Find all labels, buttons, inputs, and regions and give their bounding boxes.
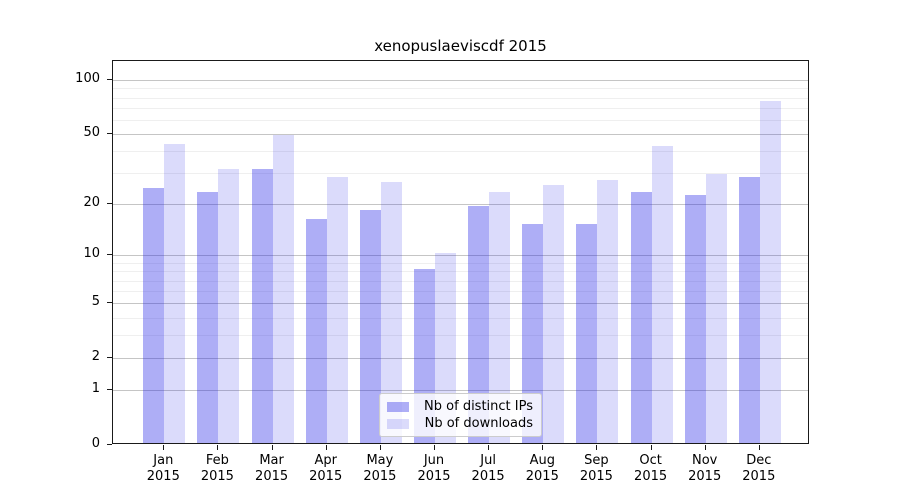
x-tick-label: Jan 2015 [146, 453, 180, 484]
chart-title: xenopuslaeviscdf 2015 [374, 37, 547, 55]
x-tick-label: Sep 2015 [579, 453, 613, 484]
gridline-minor [113, 280, 808, 282]
x-tick-mark [163, 445, 165, 450]
x-tick-label: Jun 2015 [417, 453, 451, 484]
gridline-minor [113, 262, 808, 264]
legend-entry-downloads: Nb of downloads [387, 415, 533, 432]
y-tick-label: 2 [91, 349, 100, 365]
x-tick-mark [704, 445, 706, 450]
bar-distinct-ips [522, 223, 544, 443]
y-tick-label: 50 [83, 125, 100, 141]
y-tick-mark [107, 444, 112, 445]
x-tick-mark [379, 445, 381, 450]
legend: Nb of distinct IPs Nb of downloads [379, 393, 542, 437]
y-tick-label: 0 [91, 436, 100, 451]
gridline-minor [113, 335, 808, 337]
bar-distinct-ips [684, 195, 706, 443]
gridline-major [113, 255, 808, 257]
bar-distinct-ips [468, 206, 490, 443]
gridline-major [113, 134, 808, 136]
bar-distinct-ips [738, 176, 760, 443]
bar-distinct-ips [143, 188, 165, 443]
gridline-minor [113, 151, 808, 153]
bar-distinct-ips [251, 168, 273, 443]
y-tick-mark [107, 254, 112, 256]
legend-swatch-downloads [387, 418, 409, 429]
gridline-minor [113, 173, 808, 175]
legend-entry-distinct-ips: Nb of distinct IPs [387, 398, 533, 415]
x-tick-mark [488, 445, 490, 450]
y-tick-mark [107, 357, 112, 359]
bar-distinct-ips [576, 223, 598, 443]
legend-label-distinct-ips: Nb of distinct IPs [424, 399, 533, 414]
gridline-major [113, 390, 808, 392]
gridline-minor [113, 291, 808, 293]
bar-downloads [380, 182, 402, 443]
x-tick-label: Mar 2015 [255, 453, 289, 484]
bar-downloads [218, 168, 240, 443]
bar-downloads [272, 135, 294, 443]
x-tick-mark [596, 445, 598, 450]
y-tick-label: 10 [83, 246, 100, 262]
y-tick-mark [107, 389, 112, 391]
bar-downloads [326, 176, 348, 443]
x-tick-label: Dec 2015 [742, 453, 776, 484]
bar-downloads [543, 185, 565, 443]
gridline-minor [113, 97, 808, 99]
x-tick-mark [217, 445, 219, 450]
gridline-minor [113, 317, 808, 319]
x-tick-mark [650, 445, 652, 450]
bar-downloads [651, 145, 673, 443]
x-tick-label: May 2015 [363, 453, 397, 484]
x-tick-label: Aug 2015 [525, 453, 559, 484]
x-tick-mark [542, 445, 544, 450]
x-tick-mark [271, 445, 273, 450]
gridline-major [113, 204, 808, 206]
x-tick-label: Feb 2015 [200, 453, 234, 484]
bar-distinct-ips [305, 218, 327, 443]
y-tick-mark [107, 79, 112, 80]
gridline-minor [113, 119, 808, 121]
gridline-minor [113, 107, 808, 109]
x-tick-label: Oct 2015 [634, 453, 668, 484]
x-tick-mark [325, 445, 327, 450]
x-tick-label: Nov 2015 [688, 453, 722, 484]
legend-swatch-distinct-ips [387, 401, 409, 412]
bar-downloads [705, 174, 727, 443]
y-tick-label: 5 [91, 294, 100, 310]
gridline-minor [113, 88, 808, 90]
bar-downloads [489, 191, 511, 443]
gridline-major [113, 358, 808, 360]
bar-distinct-ips [630, 191, 652, 443]
x-tick-label: Apr 2015 [309, 453, 343, 484]
x-tick-mark [434, 445, 435, 450]
y-tick-mark [107, 203, 112, 205]
x-tick-label: Jul 2015 [471, 453, 505, 484]
y-tick-label: 100 [75, 71, 100, 86]
bar-downloads [597, 179, 619, 443]
gridline-minor [113, 271, 808, 273]
bar-downloads [164, 143, 186, 443]
gridline-major [113, 80, 808, 81]
bar-distinct-ips [197, 191, 219, 443]
bar-downloads [759, 100, 781, 443]
plot-area [112, 60, 809, 444]
y-tick-label: 1 [91, 381, 100, 397]
legend-label-downloads: Nb of downloads [424, 416, 533, 431]
x-tick-mark [758, 445, 760, 450]
y-tick-mark [107, 133, 112, 135]
bar-distinct-ips [359, 210, 381, 443]
y-tick-label: 20 [83, 195, 100, 211]
y-tick-mark [107, 302, 112, 304]
gridline-major [113, 303, 808, 305]
